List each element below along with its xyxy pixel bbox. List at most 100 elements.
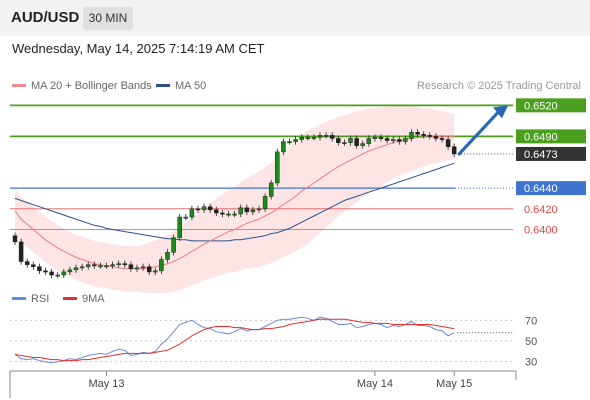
candle-bear <box>421 134 426 136</box>
candle-bull <box>366 138 372 144</box>
candle-bear <box>128 264 134 270</box>
candle-bull <box>226 213 231 216</box>
candle-bull <box>98 265 103 268</box>
candle-bull <box>305 137 311 139</box>
candle-bull <box>403 138 408 142</box>
candle-bear <box>146 266 152 273</box>
chart-datetime: Wednesday, May 14, 2025 7:14:19 AM CET <box>12 41 265 56</box>
pivot-tag <box>516 181 586 196</box>
legend-9ma: 9MA <box>63 293 105 305</box>
candle-bull <box>79 266 85 269</box>
rsi-tick-label: 50 <box>525 336 537 348</box>
candle-bear <box>378 137 384 139</box>
candle-bear <box>18 241 24 262</box>
candle-bull <box>409 131 414 139</box>
legend-9ma-label: 9MA <box>82 293 105 305</box>
ma20-swatch <box>12 83 26 87</box>
candle-bull <box>256 208 262 211</box>
candle-bull <box>104 265 109 268</box>
candle-bear <box>31 264 36 267</box>
symbol-title: AUD/USD <box>11 9 80 26</box>
legend-ma50-label: MA 50 <box>175 80 207 92</box>
candle-bear <box>329 135 335 139</box>
candle-bull <box>159 259 164 272</box>
candle-bear <box>195 208 201 211</box>
candle-bear <box>397 139 402 142</box>
x-tick-label: May 14 <box>357 378 393 390</box>
candle-bull <box>201 206 207 211</box>
last-price-label: 0.6473 <box>524 149 558 161</box>
legend-ma20: MA 20 + Bollinger Bands <box>12 80 152 92</box>
resistance-tag <box>516 98 586 113</box>
candle-bear <box>49 271 54 276</box>
candle-bear <box>207 206 213 211</box>
candle-bull <box>287 141 292 144</box>
candle-bull <box>390 139 396 141</box>
candle-bull <box>55 274 60 277</box>
forecast-arrow-head <box>493 105 508 119</box>
candle-bull <box>85 264 91 267</box>
candle-bear <box>445 139 451 147</box>
candle-bull <box>134 267 140 270</box>
candle-bear <box>384 138 390 141</box>
pivot-label: 0.6440 <box>524 183 558 195</box>
candle-bear <box>92 264 97 267</box>
legend-ma50: MA 50 <box>156 80 206 92</box>
resistance-label: 0.6490 <box>524 131 558 143</box>
x-tick-label: May 15 <box>436 378 472 390</box>
candle-bull <box>153 270 158 273</box>
rsi-9ma-line <box>14 318 455 362</box>
legend-ma20-label: MA 20 + Bollinger Bands <box>31 80 152 92</box>
candle-bear <box>122 263 128 266</box>
candle-bear <box>37 266 42 272</box>
candle-bull <box>293 139 298 142</box>
candle-bear <box>336 138 341 143</box>
candle-bull <box>189 208 195 218</box>
candle-bear <box>433 136 439 139</box>
candle-bear <box>214 209 219 214</box>
legend-rsi-label: RSI <box>31 293 50 305</box>
support-label: 0.6400 <box>524 224 558 236</box>
candle-bear <box>427 135 433 137</box>
candle-bull <box>116 263 121 266</box>
candle-bear <box>244 207 250 213</box>
header-bar: AUD/USD 30 MIN <box>0 0 590 36</box>
last-price-tag <box>516 146 586 161</box>
rsi-tick-label: 70 <box>525 315 537 327</box>
candle-bull <box>140 266 146 269</box>
candle-bull <box>165 251 170 260</box>
candle-bull <box>110 264 115 267</box>
legend-rsi: RSI <box>12 293 49 305</box>
rsi-swatch <box>12 296 26 300</box>
ma50-swatch <box>156 83 170 87</box>
candles-group <box>12 129 457 279</box>
candle-bull <box>238 207 243 215</box>
candle-bear <box>220 212 225 215</box>
candle-bull <box>171 237 176 253</box>
candle-bull <box>262 196 268 210</box>
candle-bull <box>299 137 304 140</box>
candle-bear <box>43 270 48 273</box>
candle-bull <box>275 151 280 184</box>
candle-bear <box>24 261 30 265</box>
resistance-tag <box>516 129 586 144</box>
candle-bull <box>268 182 274 197</box>
candle-bull <box>250 209 256 213</box>
candle-bull <box>281 141 286 153</box>
candle-bear <box>12 235 18 243</box>
rsi-line <box>14 316 455 364</box>
candle-bull <box>311 137 317 139</box>
9ma-swatch <box>63 296 77 300</box>
candle-bull <box>317 135 323 138</box>
candle-bull <box>177 216 182 239</box>
credit-text: Research © 2025 Trading Central <box>416 80 581 92</box>
timeframe-button[interactable]: 30 MIN <box>83 7 133 30</box>
candle-bull <box>348 138 353 143</box>
resistance-label: 0.6520 <box>524 100 558 112</box>
candle-bull <box>61 271 67 276</box>
bollinger-band <box>15 105 455 294</box>
candle-bull <box>323 135 329 137</box>
candle-bear <box>354 138 359 146</box>
